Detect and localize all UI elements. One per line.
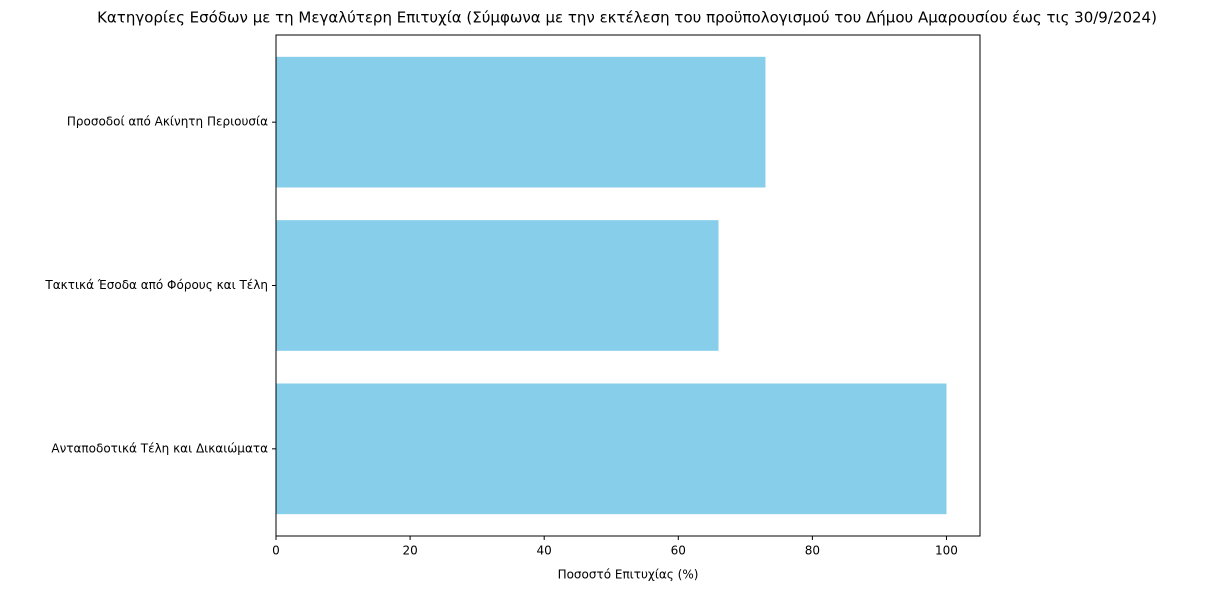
x-tick-label: 0 xyxy=(272,544,280,558)
bar xyxy=(276,56,766,188)
bar xyxy=(276,383,947,515)
x-tick-label: 100 xyxy=(935,544,958,558)
plot-frame xyxy=(275,34,981,537)
x-tick-label: 20 xyxy=(402,544,417,558)
x-tick-label: 60 xyxy=(671,544,686,558)
y-tick-label: Προσοδοί από Ακίνητη Περιουσία xyxy=(67,115,268,129)
y-tick-label: Τακτικά Έσοδα από Φόρους και Τέλη xyxy=(44,278,268,292)
x-tick-label: 80 xyxy=(805,544,820,558)
bar xyxy=(276,220,719,351)
chart-title: Κατηγορίες Εσόδων με τη Μεγαλύτερη Επιτυ… xyxy=(97,9,1157,27)
x-tick-label: 40 xyxy=(537,544,552,558)
x-axis-label: Ποσοστό Επιτυχίας (%) xyxy=(558,568,699,582)
y-tick-label: Ανταποδοτικά Τέλη και Δικαιώματα xyxy=(51,441,268,455)
